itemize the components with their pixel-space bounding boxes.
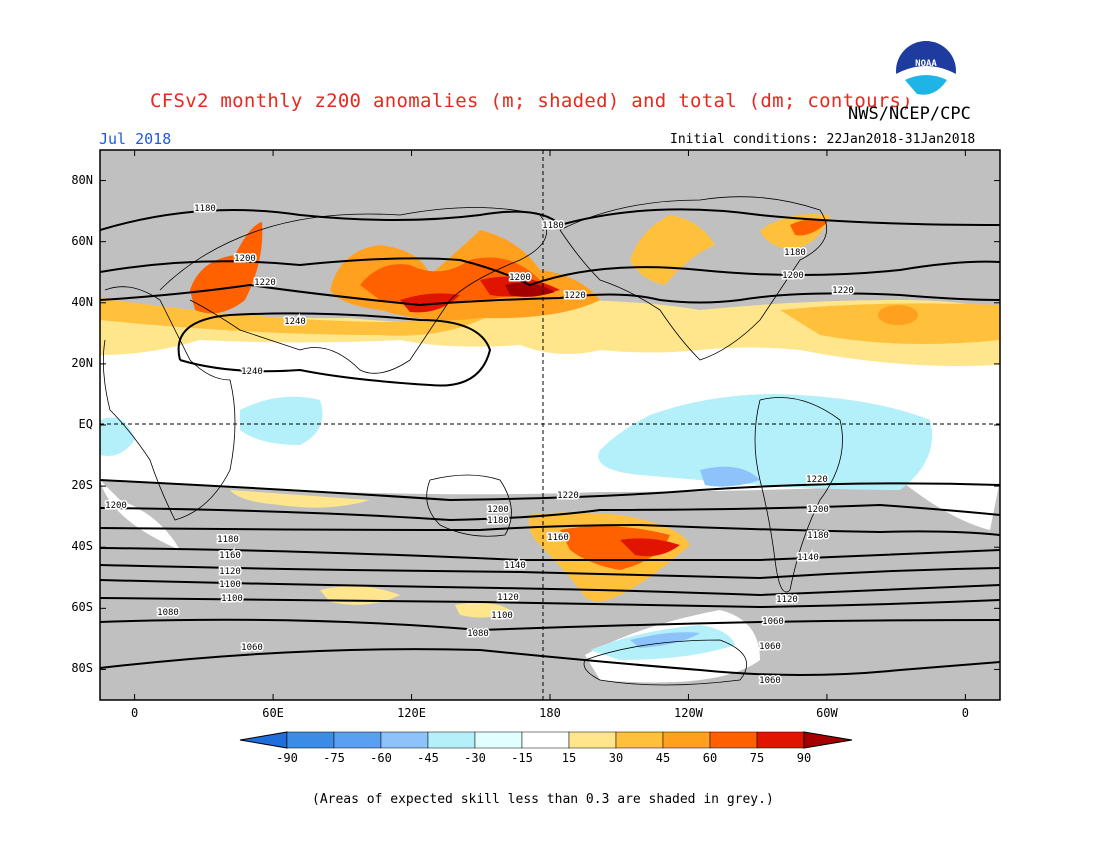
colorbar-label: 60 xyxy=(702,751,718,765)
contour-label: 1140 xyxy=(797,553,819,563)
longitude-label: 180 xyxy=(539,706,561,720)
noaa-logo: NOAA xyxy=(896,41,956,102)
chart-title: CFSv2 monthly z200 anomalies (m; shaded)… xyxy=(150,90,914,112)
colorbar-label: 15 xyxy=(561,751,577,765)
contour-label: 1140 xyxy=(504,561,526,571)
colorbar-segment xyxy=(474,731,523,749)
contour-label: 1200 xyxy=(807,505,829,515)
latitude-label: 40N xyxy=(71,294,93,309)
latitude-label: 80S xyxy=(71,661,93,676)
latitude-label: 60S xyxy=(71,600,93,615)
contour-label: 1120 xyxy=(776,595,798,605)
contour-label: 1240 xyxy=(241,367,263,377)
contour-label: 1180 xyxy=(194,204,216,214)
contour-label: 1200 xyxy=(105,501,127,511)
latitude-label: 40S xyxy=(71,539,93,554)
colorbar-label: -15 xyxy=(511,751,533,765)
colorbar-segment xyxy=(380,731,429,749)
positive-anomaly-band xyxy=(100,300,1000,366)
longitude-label: 0 xyxy=(961,706,969,720)
contour-label: 1200 xyxy=(782,271,804,281)
latitude-label: 20N xyxy=(71,355,93,370)
contour-label: 1160 xyxy=(219,551,241,561)
contour-label: 1220 xyxy=(564,291,586,301)
contour-label: 1060 xyxy=(762,617,784,627)
longitude-label: 120W xyxy=(674,706,703,720)
contour-label: 1180 xyxy=(784,248,806,258)
colorbar-segment xyxy=(615,731,664,749)
contour-label: 1060 xyxy=(241,643,263,653)
contour-label: 1080 xyxy=(157,608,179,618)
contour-label: 1220 xyxy=(557,491,579,501)
contour-label: 1200 xyxy=(487,505,509,515)
colorbar-segment xyxy=(662,731,711,749)
contour-label: 1180 xyxy=(807,531,829,541)
contour-label: 1060 xyxy=(759,676,781,686)
colorbar-label: 90 xyxy=(796,751,812,765)
contour-label: 1180 xyxy=(487,516,509,526)
colorbar-segment xyxy=(427,731,476,749)
colorbar-segment xyxy=(521,731,570,749)
contour-label: 1240 xyxy=(284,317,306,327)
colorbar-label: 45 xyxy=(655,751,671,765)
colorbar-label: -60 xyxy=(370,751,392,765)
colorbar-label: 75 xyxy=(749,751,765,765)
colorbar-label: -90 xyxy=(276,751,298,765)
latitude-label: 20S xyxy=(71,478,93,493)
colorbar xyxy=(239,731,853,749)
contour-label: 1180 xyxy=(217,535,239,545)
contour-label: 1120 xyxy=(219,567,241,577)
negative-anomaly xyxy=(240,396,323,445)
colorbar-label: 30 xyxy=(608,751,624,765)
colorbar-segment xyxy=(756,731,805,749)
latitude-label: EQ xyxy=(78,417,93,431)
latitude-label: 60N xyxy=(71,233,93,248)
contour-label: 1100 xyxy=(491,611,513,621)
latitude-label: 80N xyxy=(71,172,93,187)
height-contours xyxy=(100,208,1000,676)
colorbar-label: -45 xyxy=(417,751,439,765)
contour-label: 1140 xyxy=(219,551,241,561)
longitude-label: 60W xyxy=(816,706,838,720)
contour-label: 1100 xyxy=(219,580,241,590)
contour-label: 1160 xyxy=(217,535,239,545)
contour-label: 1200 xyxy=(509,273,531,283)
contour-label: 1220 xyxy=(832,286,854,296)
forecast-month: Jul 2018 xyxy=(99,130,172,148)
skill-footnote: (Areas of expected skill less than 0.3 a… xyxy=(312,792,774,807)
contour-label: 1180 xyxy=(217,535,239,545)
colorbar-arrow-left xyxy=(239,731,288,749)
contour-label: 1180 xyxy=(542,221,564,231)
longitude-label: 120E xyxy=(397,706,426,720)
colorbar-label: -75 xyxy=(323,751,345,765)
contour-label: 1100 xyxy=(221,594,243,604)
agency-label: NWS/NCEP/CPC xyxy=(848,104,971,124)
initial-conditions: Initial conditions: 22Jan2018-31Jan2018 xyxy=(670,132,976,147)
contour-label: 1080 xyxy=(467,629,489,639)
contour-label: 1220 xyxy=(806,475,828,485)
longitude-label: 0 xyxy=(130,706,139,720)
colorbar-segment xyxy=(333,731,382,749)
contour-label: 1160 xyxy=(547,533,569,543)
contour-label: 1060 xyxy=(759,642,781,652)
longitude-label: 60E xyxy=(262,706,284,720)
contour-label: 1200 xyxy=(234,254,256,264)
colorbar-label: -30 xyxy=(464,751,486,765)
colorbar-arrow-right xyxy=(803,731,853,749)
colorbar-segment xyxy=(286,731,335,749)
contour-labels: 1180120012201240124011801200122011801200… xyxy=(104,203,856,688)
svg-text:NOAA: NOAA xyxy=(915,59,937,69)
contour-label: 1120 xyxy=(497,593,519,603)
contour-label: 1220 xyxy=(254,278,276,288)
colorbar-segment xyxy=(709,731,758,749)
colorbar-segment xyxy=(568,731,617,749)
